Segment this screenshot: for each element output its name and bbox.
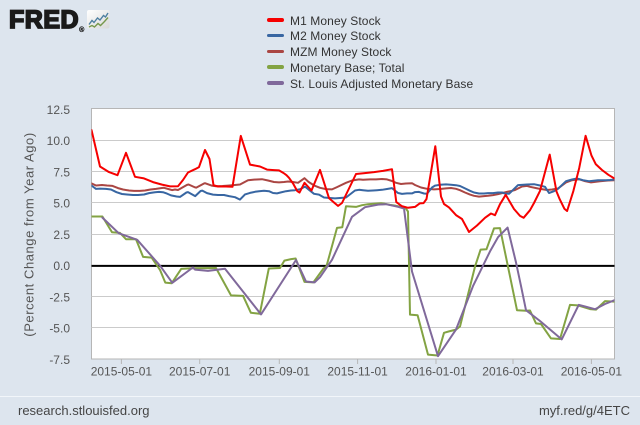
svg-text:-2.5: -2.5 (49, 290, 70, 304)
svg-text:12.5: 12.5 (47, 103, 71, 117)
svg-text:2016-05-01: 2016-05-01 (561, 365, 623, 379)
svg-text:-5.0: -5.0 (49, 322, 70, 336)
svg-text:2016-01-01: 2016-01-01 (405, 365, 467, 379)
svg-text:7.5: 7.5 (53, 165, 70, 179)
svg-text:2015-09-01: 2015-09-01 (249, 365, 311, 379)
svg-text:(Percent Change from Year Ago): (Percent Change from Year Ago) (22, 132, 37, 336)
svg-text:0.0: 0.0 (53, 259, 70, 273)
svg-text:2015-07-01: 2015-07-01 (169, 365, 231, 379)
svg-text:2015-05-01: 2015-05-01 (91, 365, 153, 379)
svg-text:2.5: 2.5 (53, 228, 70, 242)
svg-text:2015-11-01: 2015-11-01 (327, 365, 388, 379)
svg-text:-7.5: -7.5 (49, 353, 70, 367)
svg-text:5.0: 5.0 (53, 197, 70, 211)
svg-text:10.0: 10.0 (47, 134, 71, 148)
svg-text:2016-03-01: 2016-03-01 (482, 365, 544, 379)
